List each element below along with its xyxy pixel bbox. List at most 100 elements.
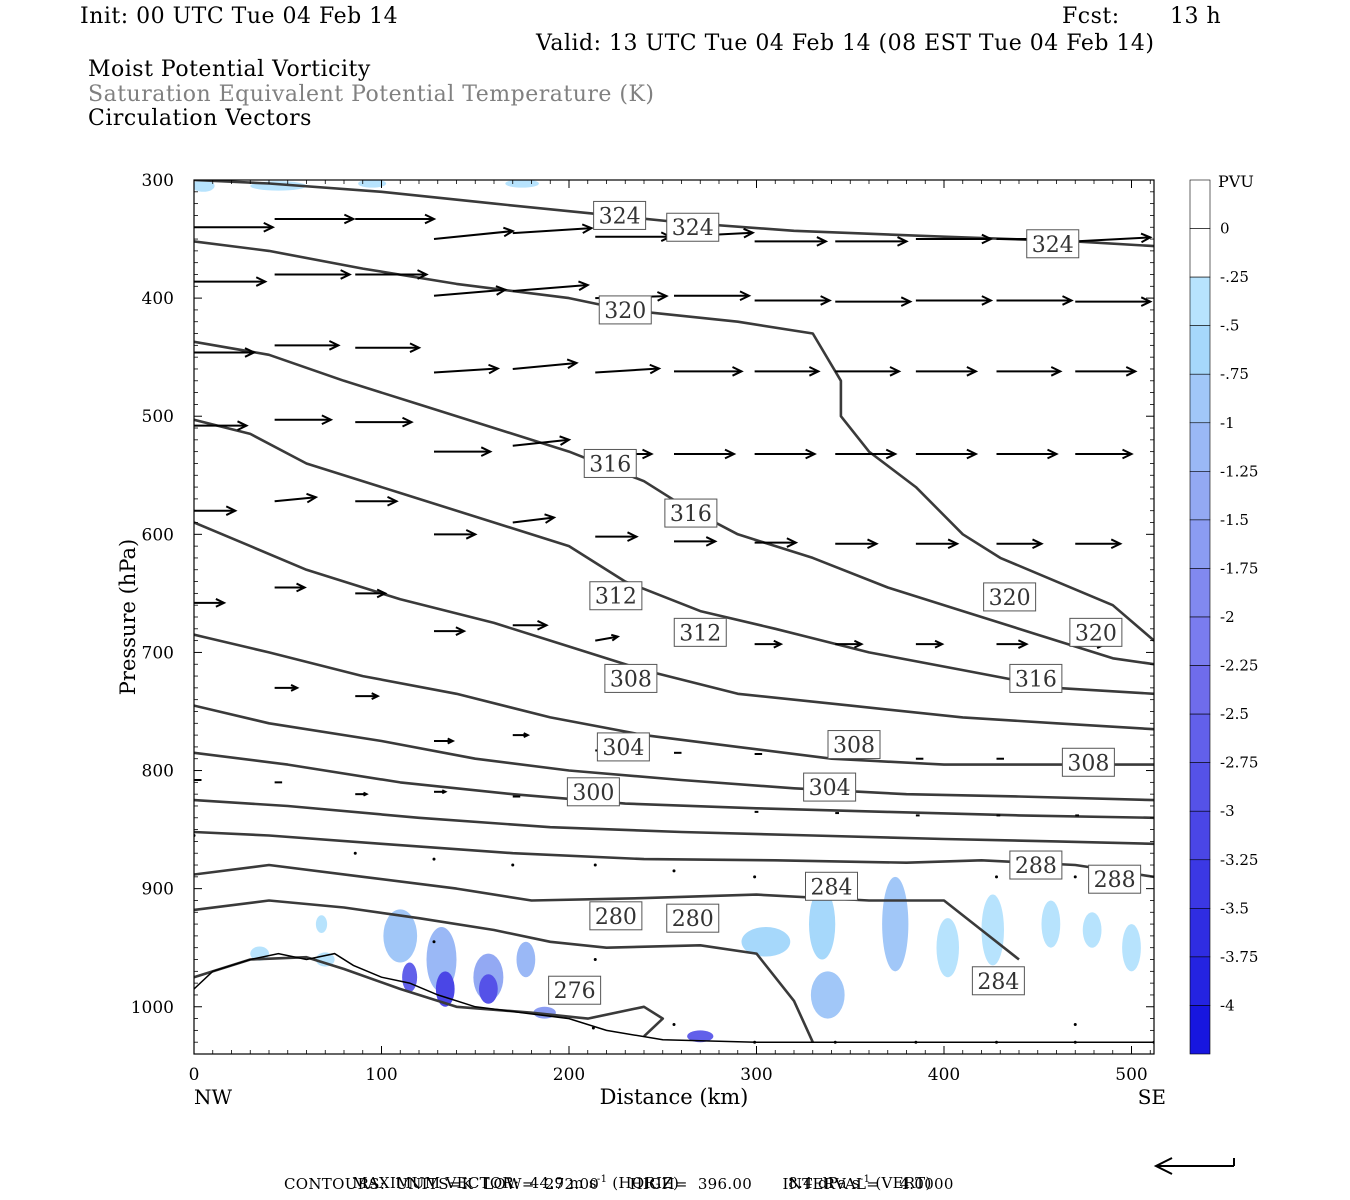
vector-shaft xyxy=(512,284,588,293)
colorbar-segment-7 xyxy=(1189,519,1211,569)
circulation-vector-8 xyxy=(835,236,909,247)
vector-head xyxy=(739,290,752,301)
vector-head xyxy=(820,295,832,306)
circulation-vector-5 xyxy=(595,231,673,242)
colorbar-tick-label: -2 xyxy=(1220,608,1235,626)
vector-head xyxy=(387,496,399,507)
contour-label-text: 276 xyxy=(554,979,596,1004)
circulation-vector-59 xyxy=(1075,538,1123,550)
terrain-line xyxy=(194,952,1154,1043)
contour-label-box xyxy=(589,901,643,931)
vector-head xyxy=(566,358,579,370)
contour-label-4: 316 xyxy=(583,448,637,478)
vector-shaft xyxy=(274,496,316,503)
contour-label-text: 280 xyxy=(672,907,714,932)
circulation-vector-31 xyxy=(754,366,821,377)
contour-label-text: 284 xyxy=(811,875,853,900)
contour-label-1: 324 xyxy=(666,212,720,242)
vector-head xyxy=(981,233,994,245)
vector-dot-16 xyxy=(1073,1040,1077,1044)
vert-superscript: -1 xyxy=(859,1174,871,1185)
theta-es-contour-304 xyxy=(194,633,1154,766)
contour-label-text: 320 xyxy=(989,586,1031,611)
vector-dot-3 xyxy=(511,863,515,867)
colorbar-segment-1 xyxy=(1189,228,1211,278)
contour-label-22: 284 xyxy=(971,966,1025,996)
contour-label-7: 312 xyxy=(673,617,727,647)
pv-region-9 xyxy=(479,974,498,1004)
x-tick-label: 400 xyxy=(928,1065,960,1085)
contour-label-box xyxy=(604,663,658,693)
pv-region-2 xyxy=(358,180,387,188)
y-axis-label: Pressure (hPa) xyxy=(116,539,140,695)
vector-head xyxy=(885,448,898,460)
forecast-label: Fcst: xyxy=(1062,4,1120,29)
circulation-vector-39 xyxy=(434,446,493,457)
circulation-vector-28 xyxy=(512,358,579,370)
circulation-vector-0 xyxy=(194,221,276,233)
vector-head xyxy=(263,221,276,233)
pv-colorbar: 0 -.25 -.5 -.75 -1 -1.25 -1.5 -1.75 -2 -2.25 -2.5 -… xyxy=(1189,179,1258,1055)
contour-label-15: 300 xyxy=(566,777,620,807)
contour-label-2: 324 xyxy=(1026,229,1080,259)
contour-label-box xyxy=(803,772,857,802)
pv-region-18 xyxy=(981,894,1004,966)
vector-head xyxy=(786,537,799,548)
vector-head xyxy=(1125,366,1138,377)
circulation-vector-56 xyxy=(835,538,879,550)
colorbar-tick-label: -.25 xyxy=(1220,268,1249,286)
circulation-vector-45 xyxy=(915,448,979,460)
vector-dot-20 xyxy=(591,1026,595,1030)
circulation-vector-38 xyxy=(355,416,414,428)
contour-label-text: 316 xyxy=(589,452,631,477)
circulation-vector-33 xyxy=(915,366,979,377)
circulation-vector-12 xyxy=(194,276,268,287)
circulation-vector-62 xyxy=(355,588,388,599)
circulation-vector-23 xyxy=(1075,296,1153,307)
contour-label-text: 288 xyxy=(1015,854,1057,879)
vector-dot-1 xyxy=(353,851,357,855)
pv-region-0 xyxy=(194,180,215,192)
vector-head xyxy=(447,737,456,745)
contour-label-box xyxy=(1061,747,1115,777)
vector-head xyxy=(1062,295,1074,306)
vector-head xyxy=(947,538,960,550)
circulation-vector-55 xyxy=(754,537,799,548)
pv-region-12 xyxy=(687,1030,714,1043)
circulation-vector-58 xyxy=(996,538,1044,550)
contour-label-box xyxy=(664,498,718,528)
circulation-vector-86 xyxy=(434,789,448,795)
colorbar-segment-10 xyxy=(1189,665,1211,715)
contour-label-text: 304 xyxy=(809,776,851,801)
contour-label-20: 280 xyxy=(589,901,643,931)
y-tick-label: 800 xyxy=(142,762,174,782)
contour-label-box xyxy=(673,617,727,647)
vector-head xyxy=(409,342,422,353)
circulation-vector-16 xyxy=(512,280,591,293)
vector-head xyxy=(255,276,268,287)
colorbar-tick-label: -3.25 xyxy=(1220,851,1258,869)
max-vector-label: MAXIMUM VECTOR: xyxy=(352,1174,520,1192)
vector-head xyxy=(966,366,979,377)
vector-shaft xyxy=(433,288,506,297)
circulation-vector-35 xyxy=(1075,366,1138,377)
pv-region-10 xyxy=(516,941,536,978)
colorbar-segment-15 xyxy=(1189,908,1211,958)
circulation-vector-61 xyxy=(274,582,307,593)
terrain-layer xyxy=(194,952,1154,1043)
vector-dot-8 xyxy=(995,875,998,879)
vector-dot-5 xyxy=(672,869,676,873)
theta-es-contour-300 xyxy=(194,704,1154,802)
vector-head xyxy=(455,626,467,636)
theta-es-contour-320 xyxy=(194,240,1154,642)
circulation-vector-9 xyxy=(915,233,994,245)
colorbar-tick-label: -2.5 xyxy=(1220,705,1249,723)
contour-label-box xyxy=(983,582,1037,612)
vector-head xyxy=(424,213,437,225)
vector-shaft xyxy=(512,516,555,524)
contour-label-box xyxy=(827,730,881,760)
vector-head xyxy=(1047,448,1059,460)
vector-head xyxy=(578,280,591,291)
max-vector-vert-line: 8.4 dPa s-1 (VERT) xyxy=(778,1156,932,1192)
